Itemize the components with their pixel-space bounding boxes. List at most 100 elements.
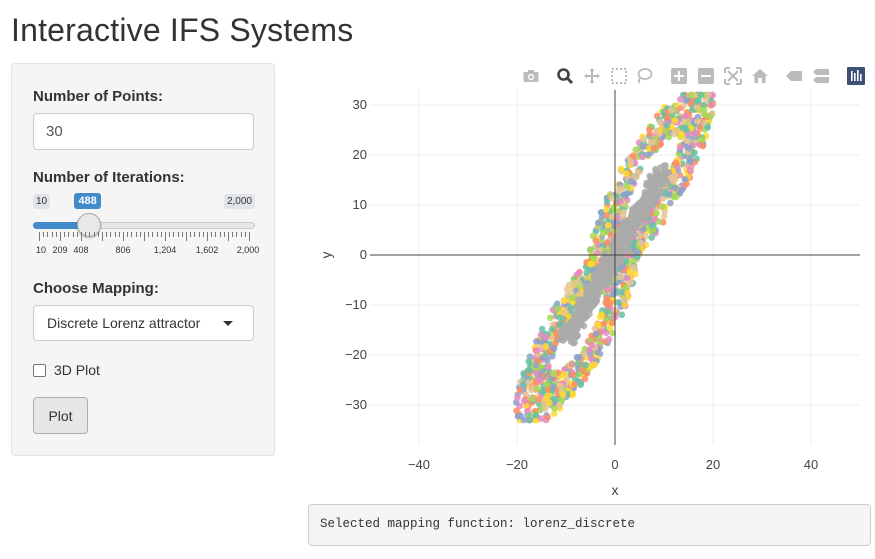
scatter-point xyxy=(543,356,551,363)
scatter-point xyxy=(618,311,626,319)
scatter-point xyxy=(668,106,675,114)
scatter-point xyxy=(682,126,690,134)
scatter-point xyxy=(682,97,690,104)
slider-tick xyxy=(165,232,166,241)
autoscale-icon[interactable] xyxy=(724,67,742,85)
scatter-point xyxy=(697,91,704,99)
mapping-select[interactable]: Discrete Lorenz attractor xyxy=(33,305,254,341)
scatter-point xyxy=(532,411,540,419)
spike-lines-icon[interactable] xyxy=(785,67,803,85)
scatter-point xyxy=(682,112,690,120)
mapping-label: Choose Mapping: xyxy=(33,280,159,297)
scatter-point xyxy=(606,259,613,266)
zoom-in-icon[interactable] xyxy=(670,67,688,85)
scatter-point xyxy=(522,402,530,410)
scatter-point xyxy=(572,329,579,337)
points-input[interactable] xyxy=(33,113,254,150)
scatter-point xyxy=(575,278,582,286)
slider-tick xyxy=(55,232,57,237)
slider-tick xyxy=(131,232,133,237)
scatter-point xyxy=(687,91,695,99)
scatter-point xyxy=(611,286,618,294)
slider-tick xyxy=(177,232,179,237)
scatter-point xyxy=(622,191,629,198)
scatter-point xyxy=(650,144,657,152)
scatter-point xyxy=(681,176,689,183)
scatter-point xyxy=(620,218,627,226)
scatter-point xyxy=(639,197,646,205)
slider-tick xyxy=(51,232,53,237)
slider-value-label: 488 xyxy=(74,193,101,209)
scatter-point xyxy=(579,367,586,374)
scatter-point xyxy=(653,209,660,217)
slider-tick xyxy=(160,232,162,237)
scatter-plot[interactable]: −40 −20 0 20 40 −30 −20 −10 0 10 20 30 x y xyxy=(300,85,865,505)
slider-tick xyxy=(144,232,145,241)
scatter-point xyxy=(663,114,671,121)
scatter-point xyxy=(653,127,661,135)
scatter-point xyxy=(544,413,552,421)
scatter-point xyxy=(693,98,701,105)
scatter-point xyxy=(650,201,657,209)
slider-tick xyxy=(240,232,242,237)
scatter-point xyxy=(583,304,591,312)
box-select-icon[interactable] xyxy=(610,67,628,85)
scatter-point xyxy=(627,159,635,167)
slider-tick-label: 2,000 xyxy=(236,245,260,255)
iterations-slider[interactable]: 10 2,000 488 10 209 408 806 1,204 1,602 2,000 xyxy=(33,192,259,262)
plot-button[interactable]: Plot xyxy=(33,397,88,434)
scatter-point xyxy=(532,369,540,377)
scatter-point xyxy=(551,405,558,412)
scatter-point xyxy=(586,246,594,254)
pan-icon[interactable] xyxy=(583,67,601,85)
slider-tick-label: 209 xyxy=(52,245,68,255)
scatter-point xyxy=(701,111,709,119)
zoom-out-icon[interactable] xyxy=(697,67,715,85)
scatter-point xyxy=(603,286,611,294)
plotly-logo-icon[interactable] xyxy=(847,67,865,85)
scatter-point xyxy=(602,329,610,337)
slider-tick xyxy=(135,232,137,237)
scatter-point xyxy=(526,416,533,424)
scatter-point xyxy=(567,303,575,311)
scatter-point xyxy=(672,193,680,201)
scatter-point xyxy=(538,325,546,333)
camera-icon[interactable] xyxy=(522,67,540,85)
scatter-point xyxy=(686,166,694,174)
home-icon[interactable] xyxy=(751,67,769,85)
slider-tick xyxy=(232,232,234,237)
scatter-point xyxy=(594,270,602,277)
slider-tick xyxy=(190,232,192,237)
scatter-point xyxy=(591,361,598,368)
scatter-point xyxy=(617,165,625,173)
y-tick-label: 10 xyxy=(353,197,367,212)
slider-tick xyxy=(186,232,187,241)
scatter-point xyxy=(569,371,577,379)
slider-tick xyxy=(72,232,74,237)
zoom-icon[interactable] xyxy=(556,67,574,85)
scatter-point xyxy=(606,325,614,332)
mapping-output: Selected mapping function: lorenz_discre… xyxy=(308,504,871,546)
compare-hover-icon[interactable] xyxy=(812,67,830,85)
scatter-point xyxy=(659,203,667,210)
slider-fill xyxy=(33,222,90,229)
plot3d-option[interactable]: 3D Plot xyxy=(33,360,100,380)
scatter-point xyxy=(524,407,531,415)
scatter-point xyxy=(694,118,701,125)
iterations-label: Number of Iterations: xyxy=(33,169,185,186)
plot3d-checkbox[interactable] xyxy=(33,363,46,377)
scatter-point xyxy=(586,310,593,318)
scatter-point xyxy=(686,145,693,152)
scatter-point xyxy=(550,410,558,417)
scatter-point xyxy=(708,101,716,108)
scatter-point xyxy=(585,285,593,293)
page-title: Interactive IFS Systems xyxy=(11,12,354,48)
slider-tick xyxy=(198,232,200,237)
scatter-point xyxy=(698,136,706,143)
scatter-point xyxy=(665,168,673,176)
slider-tick xyxy=(97,232,99,237)
y-tick-label: 20 xyxy=(353,147,367,162)
scatter-point xyxy=(690,129,698,137)
scatter-point xyxy=(572,311,580,318)
lasso-icon[interactable] xyxy=(635,67,653,85)
